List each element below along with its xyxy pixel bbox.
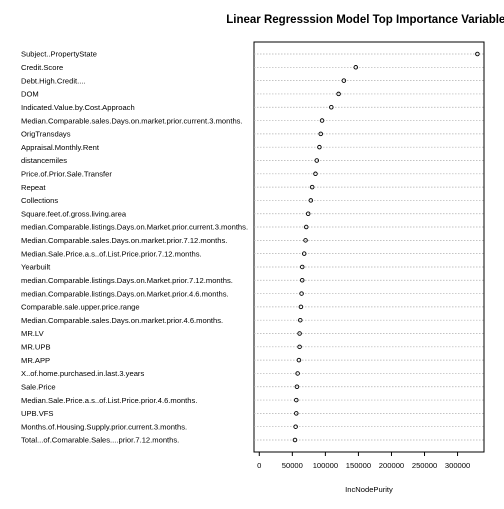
data-point — [317, 144, 322, 150]
data-point — [299, 291, 304, 296]
x-tick-label: 0 — [257, 461, 261, 470]
grid-lines — [254, 53, 484, 441]
data-point — [319, 118, 325, 123]
plot-frame — [253, 41, 485, 453]
variable-label: MR.APP — [21, 356, 50, 365]
variable-labels: Subject..PropertyState Credit.Score Debt.H… — [21, 50, 248, 445]
data-point — [299, 278, 305, 283]
chart-title: Linear Regresssion Model Top Importance … — [226, 14, 504, 26]
variable-label: median.Comparable.listings.Days.on.Marke… — [21, 276, 233, 285]
variable-label: Sale.Price — [21, 382, 56, 391]
x-axis-label: IncNodePurity — [345, 485, 393, 494]
data-point — [305, 211, 311, 216]
data-point — [303, 238, 308, 243]
variable-label: distancemiles — [21, 156, 67, 165]
variable-label: Median.Sale.Price.a.s..of.List.Price.pri… — [21, 249, 202, 258]
variable-label: OrigTransdays — [21, 130, 71, 139]
variable-label: Indicated.Value.by.Cost.Approach — [21, 103, 135, 112]
variable-label: median.Comparable.listings.Days.on.Marke… — [21, 223, 248, 232]
variable-label: MR.LV — [21, 329, 45, 338]
data-point — [475, 51, 480, 57]
variable-label: Square.feet.of.gross.living.area — [21, 209, 127, 218]
data-point — [297, 331, 302, 336]
x-tick-label: 300000 — [445, 461, 470, 470]
x-tick-label: 250000 — [412, 461, 437, 470]
x-axis: 0 50000 100000 150000 200000 250000 300000 — [257, 451, 470, 470]
variable-label: Total...of.Comarable.Sales....prior.7.12… — [21, 436, 179, 445]
data-point — [301, 251, 307, 256]
variable-label: Yearbuilt — [21, 263, 51, 272]
data-point — [298, 304, 304, 310]
data-point — [299, 264, 305, 270]
data-point — [341, 78, 347, 83]
variable-label: Repeat — [21, 183, 46, 192]
data-point — [309, 184, 315, 190]
data-point — [292, 437, 298, 443]
variable-label: Price.of.Prior.Sale.Transfer — [21, 169, 112, 178]
data-point — [313, 171, 318, 177]
data-point — [294, 411, 299, 416]
variable-label: Subject..PropertyState — [21, 50, 97, 59]
variable-label: Median.Comparable.sales.Days.on.market.p… — [21, 236, 227, 245]
variable-label: Collections — [21, 196, 58, 205]
data-point — [353, 65, 359, 70]
variable-label: X..of.home.purchased.in.last.3.years — [21, 369, 144, 378]
variable-label: Median.Comparable.sales.Days.on.market.p… — [21, 116, 243, 125]
x-tick-label: 150000 — [346, 461, 371, 470]
variable-label: Median.Comparable.sales.Days.on.market.p… — [21, 316, 223, 325]
variable-label: Comparable.sale.upper.price.range — [21, 303, 140, 312]
data-point — [298, 317, 303, 323]
variable-label: DOM — [21, 90, 39, 99]
data-point — [318, 131, 324, 137]
data-point — [295, 371, 300, 376]
variable-label: MR.UPB — [21, 343, 51, 352]
data-point — [296, 357, 302, 363]
data-point — [329, 104, 334, 110]
x-tick-label: 50000 — [282, 461, 303, 470]
data-point — [294, 397, 299, 403]
x-tick-label: 100000 — [313, 461, 338, 470]
variable-label: Appraisal.Monthly.Rent — [21, 143, 100, 152]
x-tick-label: 200000 — [379, 461, 404, 470]
variable-label: Credit.Score — [21, 63, 63, 72]
data-point — [308, 198, 314, 203]
data-points — [292, 51, 480, 443]
data-point — [294, 384, 300, 390]
data-point — [297, 344, 302, 350]
variable-label: UPB.VFS — [21, 409, 54, 418]
variable-label: median.Comparable.listings.Days.on.Marke… — [21, 289, 229, 298]
variable-label: Median.Sale.Price.a.s..of.List.Price.pri… — [21, 396, 197, 405]
variable-label: Debt.High.Credit.... — [21, 76, 86, 85]
data-point — [336, 91, 341, 97]
data-point — [314, 158, 320, 163]
data-point — [293, 424, 298, 429]
data-point — [303, 224, 309, 230]
variable-label: Months.of.Housing.Supply.prior.current.3… — [21, 422, 187, 431]
